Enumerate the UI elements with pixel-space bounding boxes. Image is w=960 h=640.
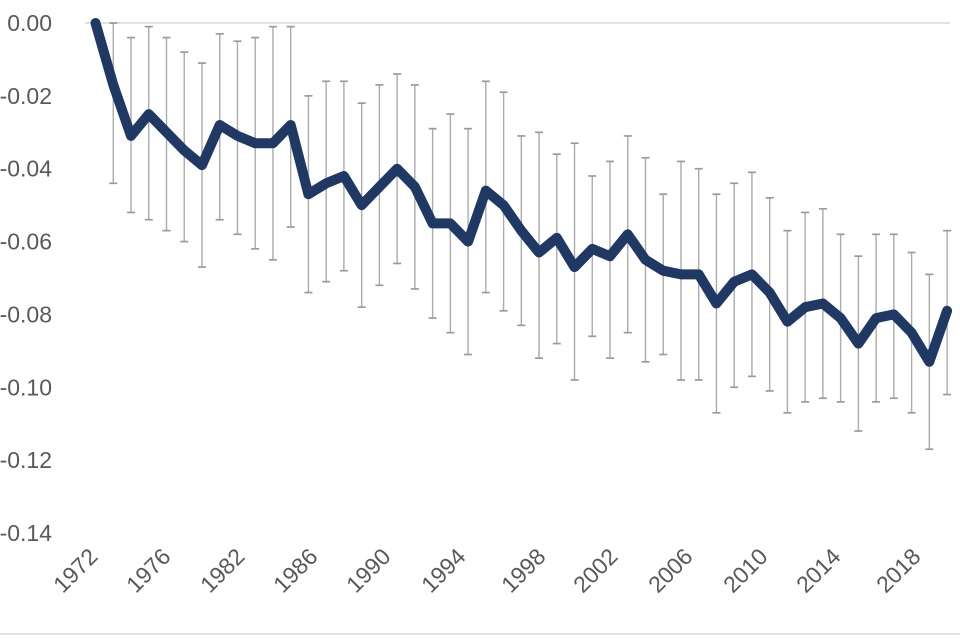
x-tick-label: 2010 (718, 543, 773, 598)
x-tick-label: 1986 (268, 543, 323, 598)
y-tick-label: -0.14 (0, 520, 52, 546)
x-tick-label: 1994 (416, 543, 471, 598)
y-tick-label: -0.12 (0, 447, 52, 473)
y-tick-label: -0.06 (0, 229, 52, 255)
y-tick-label: -0.10 (0, 374, 52, 400)
x-tick-label: 2018 (871, 543, 926, 598)
trend-line (90, 18, 953, 367)
x-tick-label: 2002 (568, 543, 623, 598)
y-tick-label: -0.02 (0, 83, 52, 109)
x-tick-label: 2006 (643, 543, 698, 598)
y-tick-label: -0.04 (0, 156, 52, 182)
x-tick-label: 1982 (195, 543, 250, 598)
x-tick-label: 2014 (791, 543, 846, 598)
x-tick-label: 1990 (341, 543, 396, 598)
y-tick-label: -0.08 (0, 301, 52, 327)
x-tick-label: 1998 (496, 543, 551, 598)
y-tick-label: 0.00 (7, 10, 52, 36)
x-tick-label: 1972 (48, 543, 103, 598)
x-tick-label: 1976 (121, 543, 176, 598)
